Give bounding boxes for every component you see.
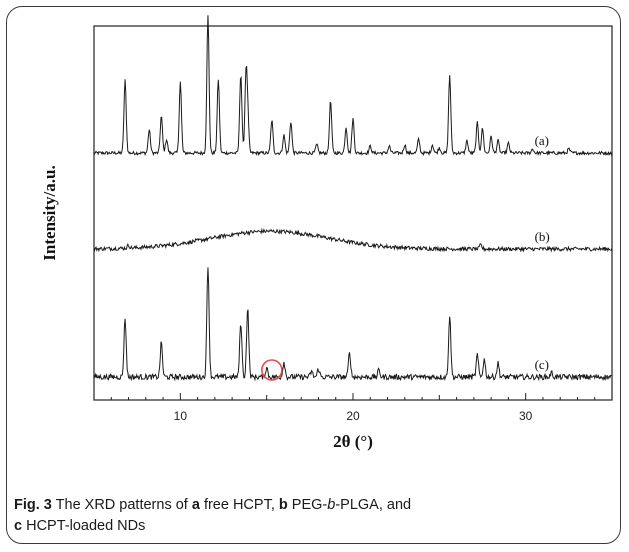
series-line-c — [93, 267, 613, 382]
caption-letter-c: c — [14, 518, 23, 534]
plot-frame — [93, 25, 613, 401]
series-label-b: (b) — [535, 229, 550, 244]
x-tick-label: 10 — [174, 409, 188, 423]
x-tick-label: 30 — [519, 409, 533, 423]
caption-text-1: The XRD patterns of — [51, 497, 192, 513]
highlight-circle — [261, 359, 283, 381]
series-label-a: (a) — [535, 133, 549, 148]
x-axis-title: 2θ (°) — [333, 432, 373, 451]
caption-text-5: HCPT-loaded NDs — [22, 518, 146, 534]
caption-text-3: PEG- — [287, 497, 328, 513]
caption-text-4: -PLGA, and — [335, 497, 412, 513]
plot-area: 10 20 30 2θ (°) Intensity/a.u. (a) (b) (c) — [40, 15, 613, 451]
series-label-c: (c) — [535, 357, 549, 372]
series-line-b — [93, 227, 613, 253]
y-axis-title: Intensity/a.u. — [40, 165, 59, 260]
caption-fig-label: Fig. 3 — [14, 497, 52, 513]
series-line-a — [93, 15, 613, 157]
caption-text-2: free HCPT, — [199, 497, 279, 513]
figure-caption: Fig. 3 The XRD patterns of a free HCPT, … — [14, 495, 614, 537]
caption-text-3-italic: b — [327, 497, 336, 513]
figure-frame — [6, 6, 621, 544]
caption-letter-b: b — [278, 497, 288, 513]
x-tick-label: 20 — [346, 409, 360, 423]
caption-letter-a: a — [191, 497, 200, 513]
